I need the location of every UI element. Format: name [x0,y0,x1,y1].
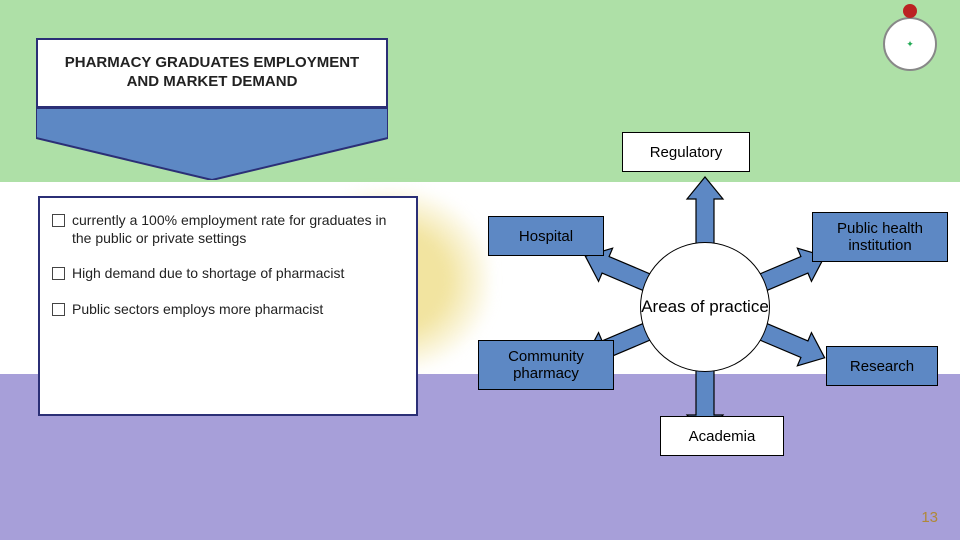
bullet-square-icon [52,303,65,316]
node-academia: Academia [660,416,784,456]
node-public-health: Public health institution [812,212,948,262]
slide-title: PHARMACY GRADUATES EMPLOYMENT AND MARKET… [36,38,388,108]
page-number: 13 [921,509,938,526]
bullet-item: currently a 100% employment rate for gra… [52,212,402,247]
bullet-square-icon [52,214,65,227]
bullet-item: Public sectors employs more pharmacist [52,301,402,319]
bullet-square-icon [52,267,65,280]
bullet-list: currently a 100% employment rate for gra… [38,196,418,416]
diagram-center: Areas of practice [640,242,770,372]
bullet-text: Public sectors employs more pharmacist [72,301,323,319]
bullet-text: High demand due to shortage of pharmacis… [72,265,344,283]
bullet-text: currently a 100% employment rate for gra… [72,212,402,247]
node-hospital: Hospital [488,216,604,256]
crest-logo: ✦ [878,12,942,76]
title-down-arrow [36,108,388,180]
bullet-item: High demand due to shortage of pharmacis… [52,265,402,283]
node-research: Research [826,346,938,386]
node-regulatory: Regulatory [622,132,750,172]
node-community-pharmacy: Community pharmacy [478,340,614,390]
